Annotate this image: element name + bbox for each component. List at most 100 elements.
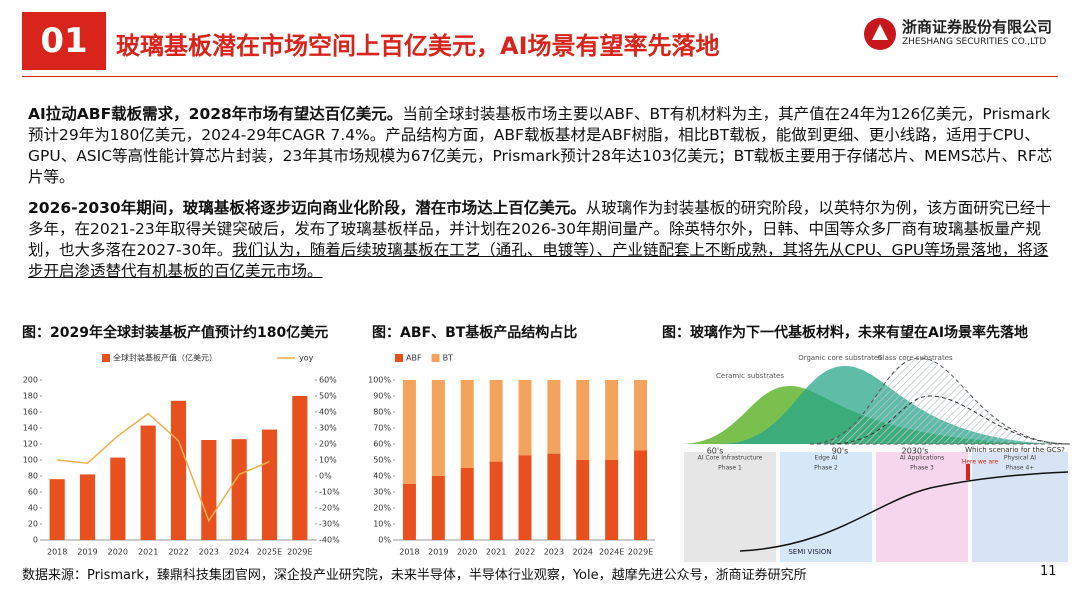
chart: 全球封装基板产值（亿美元） yoy 0 20 40 60 80 100 120 140 160 180… xyxy=(23,353,340,557)
y2-tick-label: 40% xyxy=(319,408,337,417)
x-tick-label: 2022 xyxy=(168,548,188,557)
y-tick-label: 50% xyxy=(373,456,391,465)
bar xyxy=(518,380,532,456)
era-label: 90's xyxy=(832,447,849,456)
chart: ABF BT 0% 10% 20% 30% 40% 50% 60% 70% 80% 90% 100% 20… xyxy=(368,354,655,557)
y-tick-label: 60% xyxy=(373,440,391,449)
bar xyxy=(547,380,561,454)
y-tick-label: 120 xyxy=(23,440,38,449)
bar xyxy=(431,476,445,540)
y-tick-label: 40 xyxy=(28,504,38,513)
source: 数据来源：Prismark，臻鼎科技集团官网，深企投产业研究院，未来半导体，半导… xyxy=(22,568,807,583)
y-tick-label: 70% xyxy=(373,424,391,433)
column-title: AI Core Infrastructure xyxy=(698,455,763,462)
y-tick-label: 10% xyxy=(373,520,391,529)
x-tick-label: 2024 xyxy=(573,548,593,557)
y-tick-label: 180 xyxy=(23,392,38,401)
y-tick-label: 0% xyxy=(378,536,391,545)
bar xyxy=(402,380,416,484)
bar xyxy=(634,450,648,540)
curve-label: Organic core substrates xyxy=(798,354,882,362)
image-title: 图：玻璃作为下一代基板材料，未来有望在AI场景率先落地 xyxy=(662,325,1029,341)
bar xyxy=(489,461,503,540)
bar xyxy=(460,380,474,468)
x-tick-label: 2019 xyxy=(77,548,97,557)
brand: SEMI VISION xyxy=(788,548,831,556)
y-tick-label: 20% xyxy=(373,504,391,513)
column xyxy=(876,452,968,562)
legend-swatch xyxy=(102,354,110,362)
y-tick-label: 100% xyxy=(368,376,391,385)
y-tick-label: 140 xyxy=(23,424,38,433)
slide-title: 玻璃基板潜在市场空间上百亿美元，AI场景有望率先落地 xyxy=(116,32,720,60)
x-tick-label: 2018 xyxy=(47,548,67,557)
body: 当前全球封装基板市场主要以ABF、BT有机材料为主，其产值在24年为126亿美元… xyxy=(28,105,1053,186)
x-tick-label: 2020 xyxy=(108,548,128,557)
bar xyxy=(201,440,217,540)
phase-label: Phase 2 xyxy=(814,465,838,472)
y-tick-label: 30% xyxy=(373,488,391,497)
bar xyxy=(634,380,648,451)
y-tick-label: 0 xyxy=(33,536,38,545)
phase-label: Phase 1 xyxy=(718,465,742,472)
bar xyxy=(431,380,445,476)
section-number: 01 xyxy=(22,12,106,70)
logo-name: 浙商证券股份有限公司 xyxy=(902,18,1053,36)
y-tick-label: 80 xyxy=(28,472,38,481)
legend-label: ABF xyxy=(406,354,422,363)
legend-label: yoy xyxy=(299,354,314,363)
marker: Here we are xyxy=(962,459,999,466)
header-rule xyxy=(22,76,1058,77)
body: 从玻璃作为封装基板的研究阶段，以英特尔为例，该方面研究已经十多年，在2021-2… xyxy=(28,199,1051,259)
bar xyxy=(79,474,96,540)
bar xyxy=(489,380,503,462)
x-tick-label: 2024 xyxy=(229,548,249,557)
lead: 2026-2030年期间，玻璃基板将逐步迈向商业化阶段，潜在市场达上百亿美元。 xyxy=(28,199,586,217)
y-tick-label: 200 xyxy=(23,376,38,385)
curve xyxy=(829,395,1071,445)
x-tick-label: 2024E xyxy=(599,548,624,557)
era-label: 60's xyxy=(707,447,724,456)
bar xyxy=(605,380,619,460)
curve-label: Glass core substrates xyxy=(877,354,953,362)
x-tick-label: 2025E xyxy=(257,548,282,557)
column xyxy=(972,452,1068,562)
illustration: Ceramic substrates Organic core substrate… xyxy=(680,354,1072,566)
paragraph: AI拉动ABF载板需求，2028年市场有望达百亿美元。当前全球封装基板市场主要以… xyxy=(28,104,1058,282)
column xyxy=(780,452,872,562)
logo-icon xyxy=(864,18,896,50)
y2-tick-label: -10% xyxy=(319,488,340,497)
x-tick-label: 2020 xyxy=(457,548,477,557)
line xyxy=(57,412,270,523)
bar xyxy=(292,396,308,540)
chart-title: 图：ABF、BT基板产品结构占比 xyxy=(372,325,578,341)
bar xyxy=(261,429,278,540)
page-number: 11 xyxy=(1040,564,1057,579)
column-title: Physical AI xyxy=(1004,455,1036,462)
y2-tick-label: 20% xyxy=(319,440,337,449)
x-tick-label: 2021 xyxy=(138,548,158,557)
y-tick-label: 60 xyxy=(28,488,38,497)
y-tick-label: 100 xyxy=(23,456,38,465)
curve-label: Ceramic substrates xyxy=(716,372,784,380)
column-title: AI Applications xyxy=(900,455,944,462)
y2-tick-label: 0% xyxy=(319,472,332,481)
bar xyxy=(110,457,126,540)
legend-label: BT xyxy=(443,354,453,363)
era-label: 2030's xyxy=(902,447,929,456)
curve xyxy=(809,357,1071,445)
logo-en: ZHESHANG SECURITIES CO.,LTD xyxy=(902,37,1047,47)
bar xyxy=(170,400,187,540)
phase-label: Phase 4+ xyxy=(1006,465,1035,472)
y-tick-label: 90% xyxy=(373,392,391,401)
x-tick-label: 2023 xyxy=(199,548,219,557)
bar xyxy=(547,453,561,540)
x-tick-label: 2021 xyxy=(486,548,506,557)
x-tick-label: 2022 xyxy=(515,548,535,557)
y2-tick-label: 60% xyxy=(319,376,337,385)
y-tick-label: 20 xyxy=(28,520,38,529)
y2-tick-label: -30% xyxy=(319,520,340,529)
chart-title: 图：2029年全球封装基板产值预计约180亿美元 xyxy=(22,325,329,341)
legend-swatch xyxy=(395,354,403,362)
